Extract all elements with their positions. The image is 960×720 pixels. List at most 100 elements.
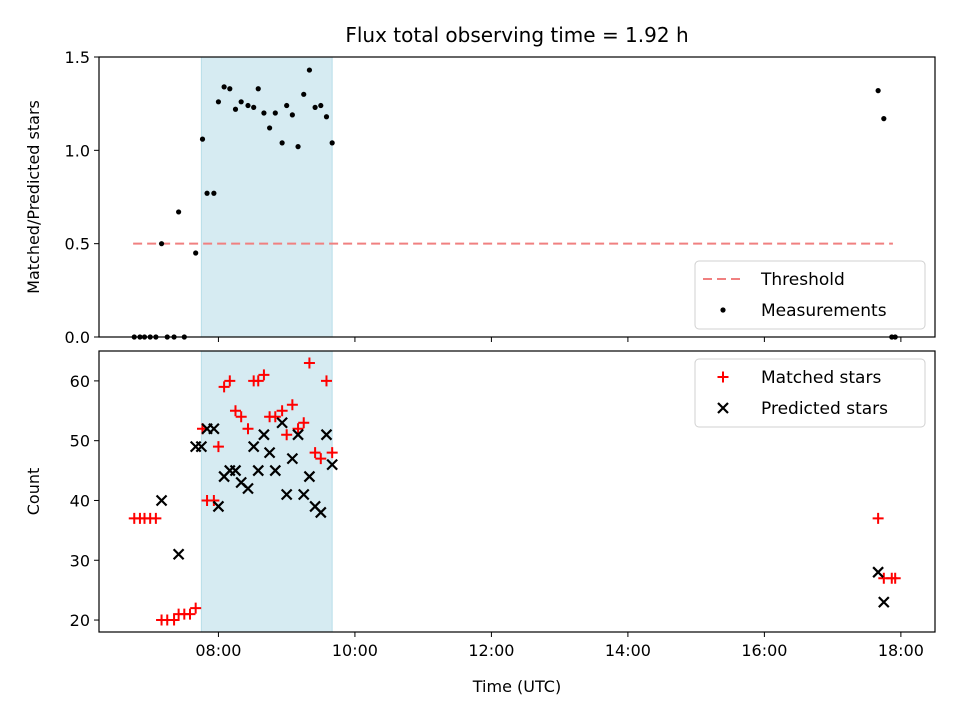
measurement-point (329, 140, 335, 146)
measurement-point (261, 110, 267, 116)
legend-label: Predicted stars (761, 399, 888, 419)
axes-frame (98, 350, 936, 633)
matched-stars-point (229, 405, 241, 417)
y-axis-label: Matched/Predicted stars (24, 100, 43, 294)
legend: Threshold Measurements (694, 260, 926, 330)
measurement-point (289, 112, 295, 118)
matched-stars-point (168, 614, 180, 626)
measurement-point (255, 86, 261, 92)
legend-predicted-key (717, 402, 729, 414)
measurement-point (193, 250, 199, 256)
predicted-stars-point (208, 422, 220, 435)
x-tick-label: 18:00 (878, 641, 924, 660)
measurement-point (323, 114, 330, 120)
matched-stars-point (242, 423, 254, 435)
measurement-point (245, 102, 251, 109)
matched-stars-point (190, 602, 202, 614)
measurement-point (267, 125, 273, 131)
x-axis-label: Time (UTC) (472, 677, 561, 696)
predicted-stars-point (292, 428, 304, 441)
y-tick-label: 1.0 (65, 141, 90, 160)
matched-stars-point (150, 512, 162, 524)
matched-stars-point (276, 405, 288, 417)
predicted-stars-point (252, 464, 265, 477)
predicted-stars-point (280, 488, 293, 501)
measurement-point (227, 86, 233, 92)
matched-stars-point (309, 447, 321, 459)
predicted-stars-point (258, 428, 270, 441)
y-tick-label: 60 (70, 372, 90, 391)
measurement-point (279, 140, 285, 146)
predicted-stars-point (286, 452, 299, 465)
legend-matched-key (717, 371, 729, 383)
predicted-stars-point (242, 482, 254, 495)
measurement-point (251, 104, 257, 110)
measurement-point (211, 190, 217, 196)
predicted-stars-point (276, 416, 288, 429)
measurement-point (232, 106, 239, 112)
y-tick-label: 30 (70, 551, 90, 570)
legend-label: Threshold (760, 270, 845, 290)
predicted-stars-point (247, 440, 260, 453)
measurement-point (272, 110, 278, 116)
predicted-stars-point (326, 458, 338, 471)
matched-stars-point (281, 429, 293, 441)
predicted-stars-point (172, 548, 185, 561)
matched-stars-point (298, 417, 310, 429)
matched-stars-point (218, 381, 230, 393)
measurement-point (318, 102, 324, 109)
predicted-stars-point (269, 464, 282, 477)
legend-box (694, 358, 926, 428)
matched-stars-point (320, 375, 332, 387)
matched-stars-point (269, 411, 281, 423)
measurement-point (284, 102, 290, 109)
matched-stars-point (235, 411, 247, 423)
measurement-point (204, 190, 210, 196)
observing-window-band (200, 350, 333, 633)
matched-stars-point (303, 357, 315, 369)
measurement-point (199, 136, 206, 142)
matched-stars-point (326, 447, 338, 459)
x-tick-label: 14:00 (605, 641, 651, 660)
legend-label: Matched stars (761, 368, 881, 388)
x-tick-label: 10:00 (332, 641, 378, 660)
predicted-stars-point (263, 446, 276, 459)
predicted-stars-point (872, 566, 884, 578)
x-tick-label: 08:00 (195, 641, 241, 660)
predicted-stars-point (303, 470, 316, 483)
matched-stars-point (208, 494, 220, 506)
legend-measurement-key (720, 307, 726, 313)
measurement-point (221, 84, 227, 90)
matched-stars-point (258, 369, 270, 381)
y-tick-label: 0.5 (65, 235, 90, 254)
predicted-stars-point (155, 494, 168, 507)
matched-stars-point (286, 399, 298, 411)
predicted-stars-point (315, 506, 327, 519)
measurement-point (238, 99, 244, 105)
matched-stars-point (184, 608, 196, 620)
matched-stars-point (252, 375, 264, 387)
matched-stars-point (315, 453, 327, 465)
y-axis-label: Count (24, 468, 43, 516)
predicted-stars-point (229, 464, 242, 477)
predicted-stars-point (212, 500, 225, 513)
y-tick-label: 50 (70, 432, 90, 451)
predicted-stars-point (195, 440, 208, 453)
legend-box (694, 260, 926, 330)
measurement-point (306, 67, 313, 73)
measurement-point (301, 91, 307, 97)
panel-ratio: 0.0 0.5 1.0 1.5 Matched/Predicted stars Thres… (24, 48, 936, 347)
matched-stars-point (224, 375, 236, 387)
matched-stars-point (889, 572, 901, 584)
measurement-point (158, 241, 165, 247)
x-tick-label: 12:00 (468, 641, 514, 660)
matched-stars-point (872, 512, 884, 524)
measurement-point (312, 104, 318, 110)
predicted-stars-point (297, 488, 310, 501)
measurement-point (881, 116, 887, 122)
measurement-point (215, 99, 222, 105)
panel-counts: 08:00 10:00 12:00 14:00 16:00 18:00 20 30 40 50 60… (24, 350, 936, 696)
y-tick-label: 20 (70, 611, 90, 630)
measurement-point (875, 88, 881, 94)
measurement-point (176, 209, 182, 215)
